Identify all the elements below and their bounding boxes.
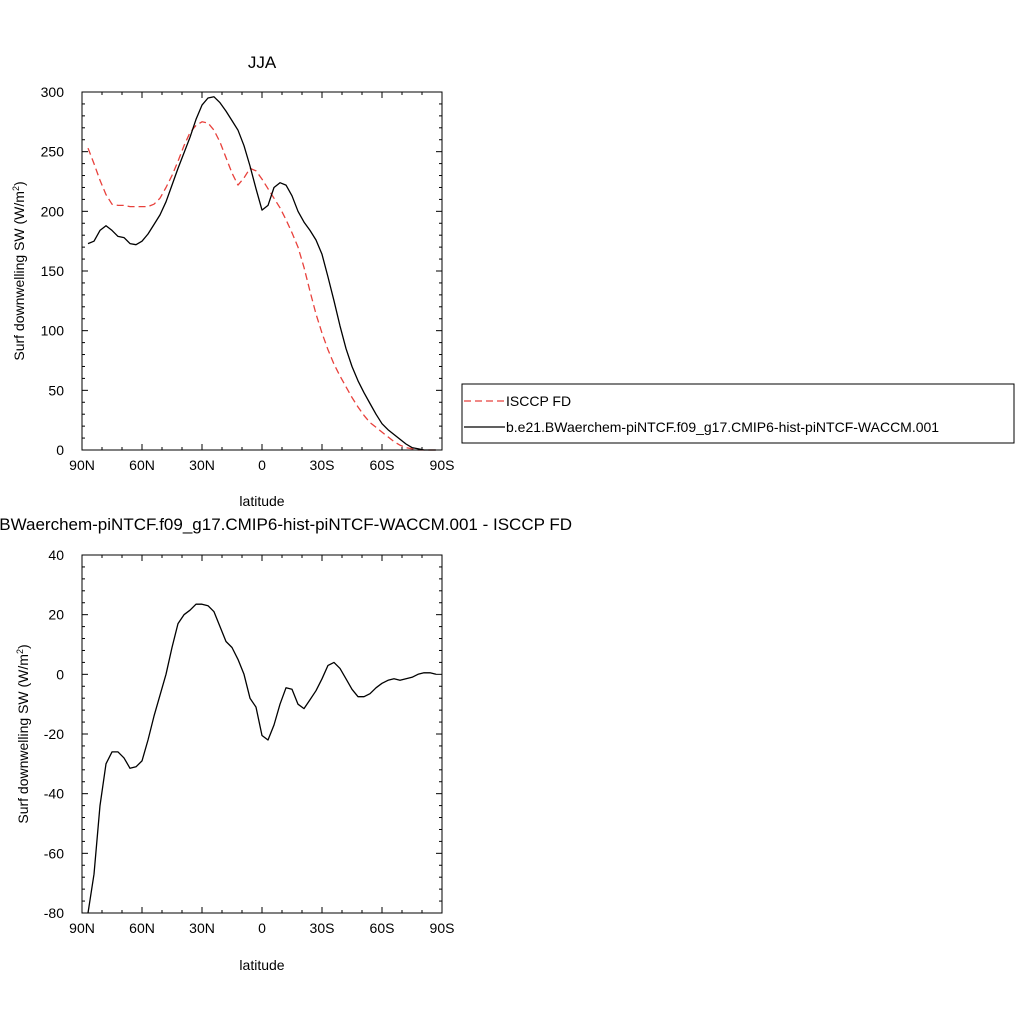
x-tick-label: 90S [430,457,455,473]
y-tick-label: -20 [44,726,64,742]
top-panel-title: JJA [248,53,277,72]
bottom-panel-ticks: 90N 60N 30N 0 30S 60S 90S -80 -60 -40 -20 0 20 40 [44,547,455,936]
x-tick-label: 90N [69,457,95,473]
bottom-panel-x-axis-label: latitude [239,957,284,973]
legend-box [461,383,1015,444]
y-tick-label: 150 [41,263,65,279]
bottom-panel-title: b.e21.BWaerchem-piNTCF.f09_g17.CMIP6-his… [0,515,572,534]
x-tick-label: 30S [310,920,335,936]
bottom-panel: b.e21.BWaerchem-piNTCF.f09_g17.CMIP6-his… [0,515,572,973]
legend-label-isccp: ISCCP FD [506,393,571,409]
bottom-panel-series [87,603,437,914]
series-line-1 [87,96,436,451]
bottom-panel-y-axis-label: Surf downwelling SW (W/m2) [15,644,31,823]
legend-label-model: b.e21.BWaerchem-piNTCF.f09_g17.CMIP6-his… [506,419,939,435]
y-tick-label: 100 [41,323,65,339]
x-tick-label: 30S [310,457,335,473]
top-panel-x-axis-label: latitude [239,493,284,509]
x-tick-label: 30N [189,457,215,473]
top-panel-y-axis-label: Surf downwelling SW (W/m2) [11,181,27,360]
y-tick-label: -60 [44,845,64,861]
bottom-panel-y-label-tail: ) [15,644,31,649]
y-tick-label: -40 [44,786,64,802]
y-tick-label: 50 [48,382,64,398]
x-tick-label: 60S [370,457,395,473]
y-tick-label: 300 [41,84,65,100]
bottom-panel-y-label-sup: 2 [15,649,25,654]
y-tick-label: -80 [44,905,64,921]
x-tick-label: 60N [129,920,155,936]
series-line-0 [87,603,437,914]
top-panel-frame [81,91,443,451]
bottom-panel-y-label-main: Surf downwelling SW (W/m [15,654,31,824]
x-tick-label: 30N [189,920,215,936]
y-tick-label: 40 [48,547,64,563]
bottom-panel-frame [81,554,443,914]
x-tick-label: 90S [430,920,455,936]
x-tick-label: 60N [129,457,155,473]
x-tick-label: 0 [258,920,266,936]
legend: ISCCP FD b.e21.BWaerchem-piNTCF.f09_g17.… [461,383,1015,444]
y-tick-label: 250 [41,144,65,160]
x-tick-label: 0 [258,457,266,473]
top-panel: JJA 90N 60N 30N 0 30S 60S 90S 0 50 100 150 200 250 30… [11,53,454,509]
top-panel-y-label-tail: ) [11,181,27,186]
top-panel-y-label-main: Surf downwelling SW (W/m [11,191,27,361]
top-panel-series [87,96,436,451]
y-tick-label: 20 [48,607,64,623]
y-tick-label: 200 [41,203,65,219]
y-tick-label: 0 [56,666,64,682]
y-tick-label: 0 [56,442,64,458]
top-panel-ticks: 90N 60N 30N 0 30S 60S 90S 0 50 100 150 200 250 300 [41,84,455,473]
x-tick-label: 60S [370,920,395,936]
top-panel-y-label-sup: 2 [11,186,21,191]
x-tick-label: 90N [69,920,95,936]
series-line-0 [87,121,436,451]
